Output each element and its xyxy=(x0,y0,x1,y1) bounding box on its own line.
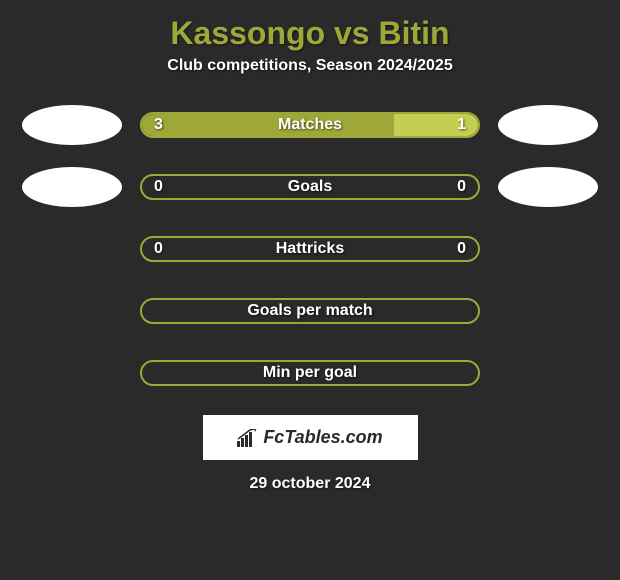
stat-label: Goals xyxy=(142,178,478,196)
avatar-spacer xyxy=(498,229,598,269)
branding-label: FcTables.com xyxy=(263,427,382,448)
stat-value-right: 1 xyxy=(457,116,466,134)
stat-bar: 0Hattricks0 xyxy=(140,236,480,262)
stat-label: Min per goal xyxy=(142,364,478,382)
stat-bar: Goals per match xyxy=(140,298,480,324)
stat-row: Goals per match xyxy=(0,291,620,331)
stat-label: Hattricks xyxy=(142,240,478,258)
avatar-spacer xyxy=(22,229,122,269)
branding-text: FcTables.com xyxy=(237,427,382,448)
stat-row: 3Matches1 xyxy=(0,105,620,145)
avatar-spacer xyxy=(498,353,598,393)
page-title: Kassongo vs Bitin xyxy=(0,0,620,57)
avatar-right xyxy=(498,105,598,145)
page-subtitle: Club competitions, Season 2024/2025 xyxy=(0,57,620,105)
avatar-spacer xyxy=(22,291,122,331)
stats-container: 3Matches10Goals00Hattricks0Goals per mat… xyxy=(0,105,620,393)
avatar-left xyxy=(22,105,122,145)
date-text: 29 october 2024 xyxy=(0,475,620,493)
avatar-left xyxy=(22,167,122,207)
stat-label: Matches xyxy=(142,116,478,134)
avatar-spacer xyxy=(22,353,122,393)
avatar-right xyxy=(498,167,598,207)
stat-bar: 3Matches1 xyxy=(140,112,480,138)
chart-icon xyxy=(237,429,259,447)
main-container: Kassongo vs Bitin Club competitions, Sea… xyxy=(0,0,620,493)
stat-row: 0Goals0 xyxy=(0,167,620,207)
stat-value-right: 0 xyxy=(457,178,466,196)
branding-box: FcTables.com xyxy=(203,415,418,460)
stat-row: 0Hattricks0 xyxy=(0,229,620,269)
avatar-spacer xyxy=(498,291,598,331)
stat-bar: Min per goal xyxy=(140,360,480,386)
stat-bar: 0Goals0 xyxy=(140,174,480,200)
stat-label: Goals per match xyxy=(142,302,478,320)
stat-row: Min per goal xyxy=(0,353,620,393)
stat-value-right: 0 xyxy=(457,240,466,258)
